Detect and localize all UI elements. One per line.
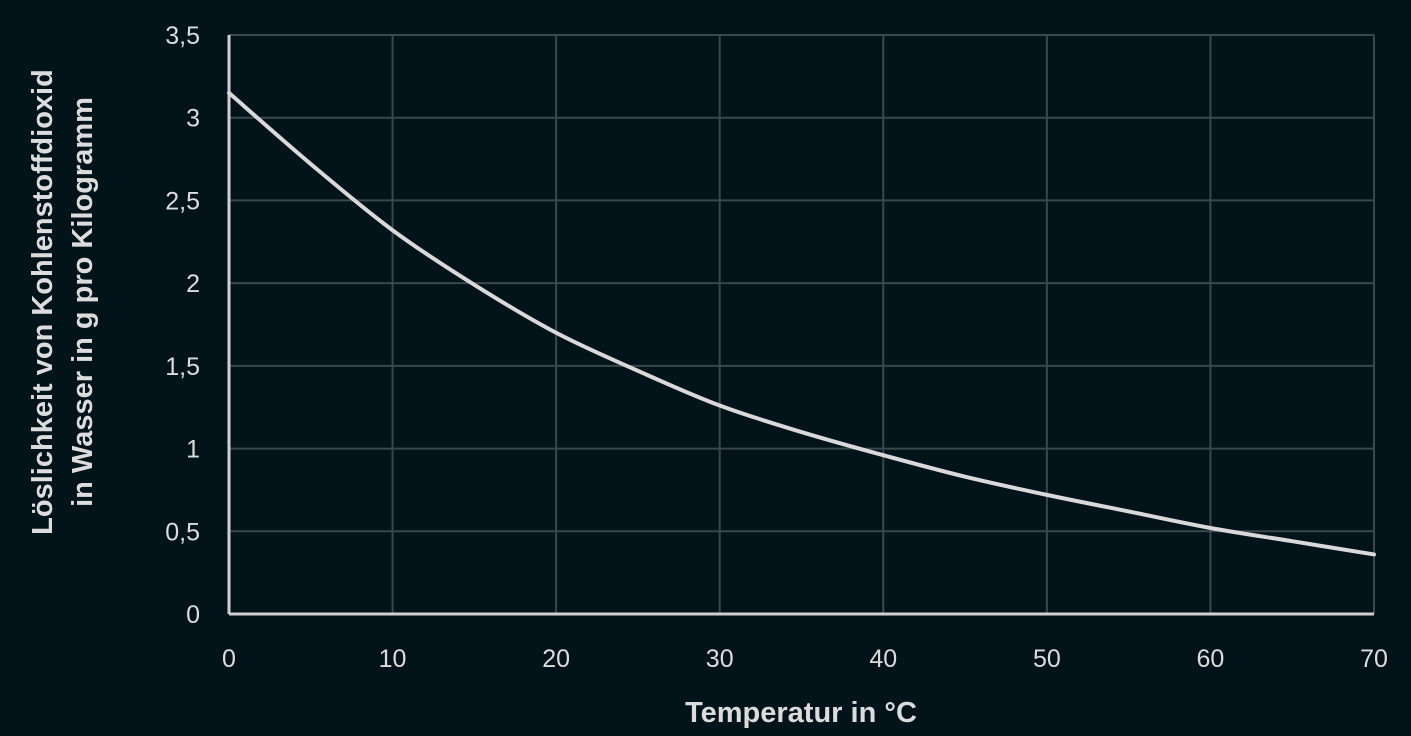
x-tick-label: 60 [1197, 645, 1225, 673]
x-tick-label: 70 [1360, 645, 1388, 673]
y-tick-label: 0,5 [165, 518, 200, 546]
x-axis-tick-labels: 0 10 20 30 40 50 60 70 [222, 645, 1388, 673]
x-tick-label: 30 [706, 645, 734, 673]
y-tick-label: 0 [186, 601, 200, 629]
x-axis-title: Temperatur in °C [685, 697, 917, 729]
y-axis-tick-labels: 0 0,5 1 1,5 2 2,5 3 3,5 [165, 22, 200, 629]
grid-lines [229, 34, 1375, 614]
y-axis-title-line-1: Löslichkeit von Kohlenstoffdioxid [27, 69, 59, 535]
x-tick-label: 20 [542, 645, 570, 673]
y-tick-label: 2 [186, 270, 200, 298]
y-tick-label: 2,5 [165, 187, 200, 215]
axes [227, 35, 1374, 616]
x-tick-label: 0 [222, 645, 236, 673]
solubility-curve [227, 90, 1376, 557]
y-tick-label: 1,5 [165, 353, 200, 381]
x-tick-label: 10 [379, 645, 407, 673]
y-tick-label: 3,5 [165, 22, 200, 50]
x-tick-label: 40 [869, 645, 897, 673]
y-axis-title-line-2: in Wasser in g pro Kilogramm [67, 97, 99, 507]
y-tick-label: 1 [186, 436, 200, 464]
y-axis-title: Löslichkeit von Kohlenstoffdioxid in Was… [27, 69, 99, 535]
y-tick-label: 3 [186, 105, 200, 133]
x-tick-label: 50 [1033, 645, 1061, 673]
